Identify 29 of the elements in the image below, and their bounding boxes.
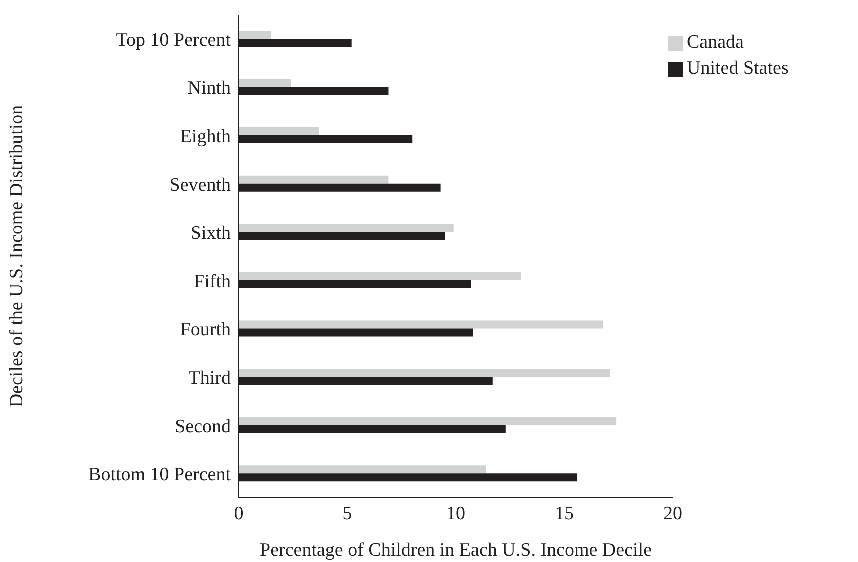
y-tick-label: Sixth (190, 223, 232, 244)
bar (239, 272, 522, 280)
bar (239, 128, 320, 136)
bar (239, 466, 486, 474)
y-tick-label: Fifth (194, 271, 232, 292)
bar (239, 79, 292, 88)
x-axis-title: Percentage of Children in Each U.S. Income Decile (260, 540, 652, 561)
bar (239, 224, 454, 232)
y-tick-label: Top 10 Percent (116, 30, 232, 51)
bar (239, 30, 272, 39)
y-tick-label: Seventh (170, 174, 232, 196)
bar (239, 176, 389, 184)
x-tick-label: 10 (446, 503, 466, 524)
y-axis-title: Deciles of the U.S. Income Distribution (6, 104, 28, 408)
y-tick-label: Third (188, 368, 232, 389)
y-tick-label: Ninth (188, 78, 232, 100)
bar (239, 417, 617, 426)
y-tick-label: Bottom 10 Percent (88, 464, 232, 486)
x-tick-label: 0 (234, 503, 244, 524)
bar (239, 320, 604, 329)
bar (239, 369, 610, 378)
y-tick-label: Second (175, 416, 232, 438)
y-tick-label: Eighth (180, 126, 232, 148)
x-tick-label: 5 (342, 503, 352, 524)
legend-label: Canada (687, 32, 744, 53)
legend-label: United States (687, 58, 789, 79)
x-tick-label: 20 (664, 503, 682, 524)
x-tick-label: 15 (555, 503, 574, 524)
y-tick-label: Fourth (180, 320, 232, 341)
